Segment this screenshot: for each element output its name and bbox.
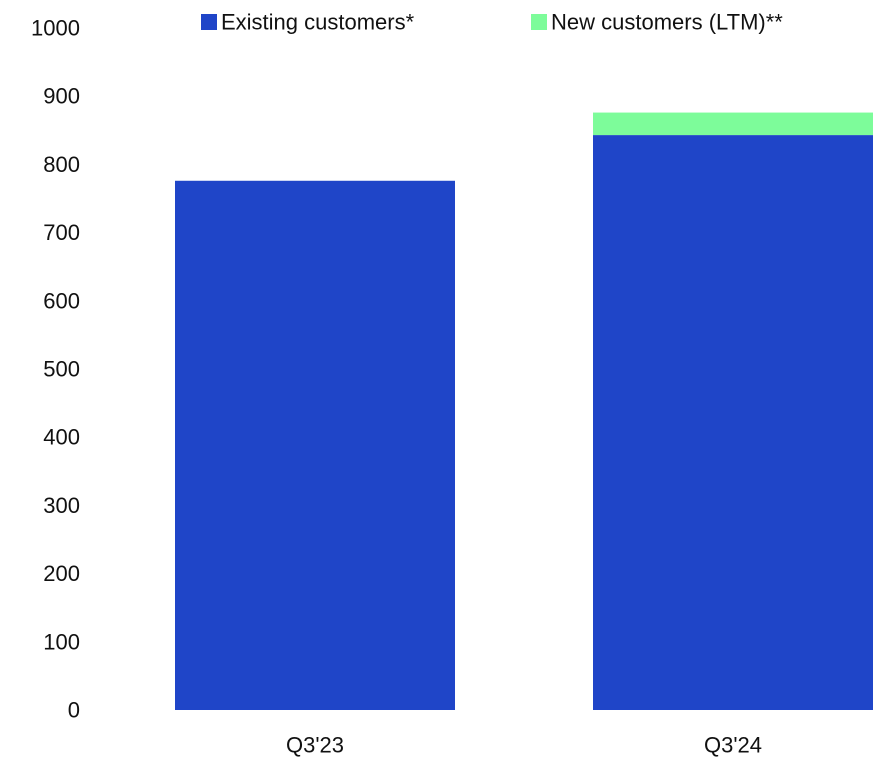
y-tick-label: 100 — [43, 629, 80, 654]
y-tick-label: 300 — [43, 493, 80, 518]
legend-label-new: New customers (LTM)** — [551, 10, 783, 35]
x-axis: Q3'23 Q3'24 — [286, 733, 762, 757]
legend: Existing customers* New customers (LTM)** — [201, 10, 783, 35]
bar-segment-existing-1 — [593, 135, 873, 711]
x-tick-label: Q3'24 — [704, 733, 762, 757]
y-tick-label: 800 — [43, 152, 80, 177]
y-tick-label: 400 — [43, 425, 80, 450]
x-tick-label: Q3'23 — [286, 733, 344, 757]
bar-segment-new-1 — [593, 112, 873, 136]
legend-swatch-existing — [201, 14, 217, 30]
legend-label-existing: Existing customers* — [221, 10, 415, 35]
y-axis: 0 100 200 300 400 500 600 700 800 900 1000 — [31, 16, 80, 723]
y-tick-label: 1000 — [31, 16, 80, 41]
y-tick-label: 500 — [43, 357, 80, 382]
y-tick-label: 0 — [68, 698, 80, 723]
y-tick-label: 200 — [43, 561, 80, 586]
bars — [175, 112, 873, 711]
bar-segment-existing-0 — [175, 180, 455, 710]
legend-swatch-new — [531, 14, 547, 30]
y-tick-label: 900 — [43, 84, 80, 109]
y-tick-label: 600 — [43, 288, 80, 313]
y-tick-label: 700 — [43, 220, 80, 245]
